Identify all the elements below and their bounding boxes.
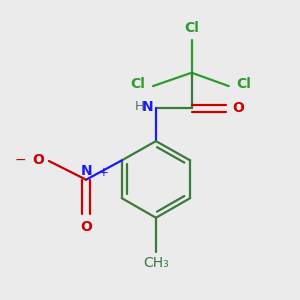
Text: H: H xyxy=(135,100,145,113)
Text: CH₃: CH₃ xyxy=(143,256,169,270)
Text: O: O xyxy=(232,101,244,116)
Text: Cl: Cl xyxy=(236,77,251,91)
Text: O: O xyxy=(80,220,92,234)
Text: N: N xyxy=(141,100,153,115)
Text: O: O xyxy=(33,152,44,167)
Text: −: − xyxy=(15,152,27,167)
Text: +: + xyxy=(99,166,109,179)
Text: Cl: Cl xyxy=(184,21,199,35)
Text: N: N xyxy=(81,164,92,178)
Text: Cl: Cl xyxy=(131,77,146,91)
